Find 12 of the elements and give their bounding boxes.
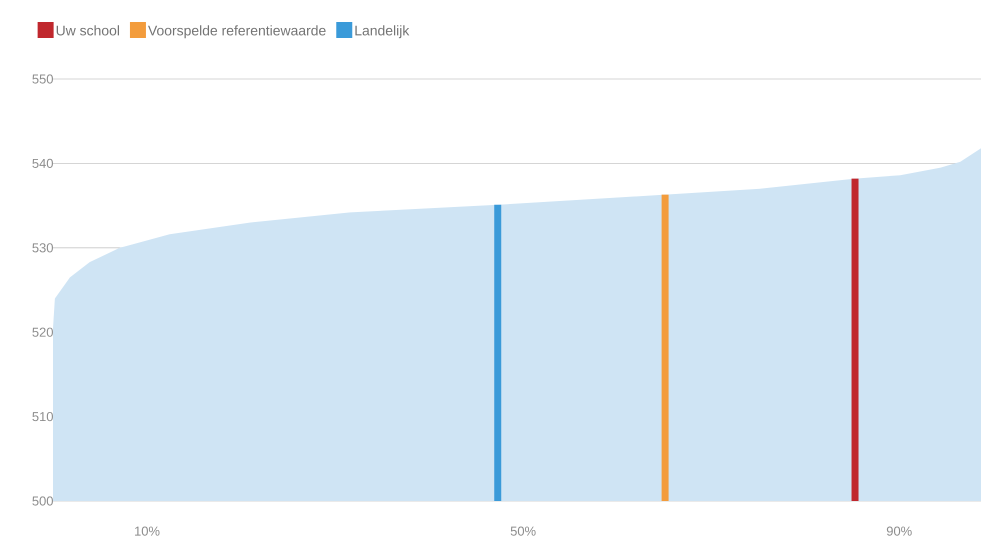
y-tick-label: 500 bbox=[32, 496, 53, 506]
legend-label: Voorspelde referentiewaarde bbox=[148, 25, 326, 38]
x-tick-label: 50% bbox=[510, 526, 536, 536]
y-tick-label: 510 bbox=[32, 412, 53, 422]
y-tick-label: 530 bbox=[32, 243, 53, 252]
x-tick-label: 90% bbox=[886, 526, 912, 536]
x-tick-label: 10% bbox=[135, 526, 160, 536]
y-tick-label: 540 bbox=[32, 158, 53, 168]
legend-label: Uw school bbox=[56, 25, 120, 36]
legend-label: Landelijk bbox=[355, 25, 410, 38]
y-tick-label: 550 bbox=[32, 74, 53, 84]
y-tick-label: 520 bbox=[32, 328, 53, 337]
